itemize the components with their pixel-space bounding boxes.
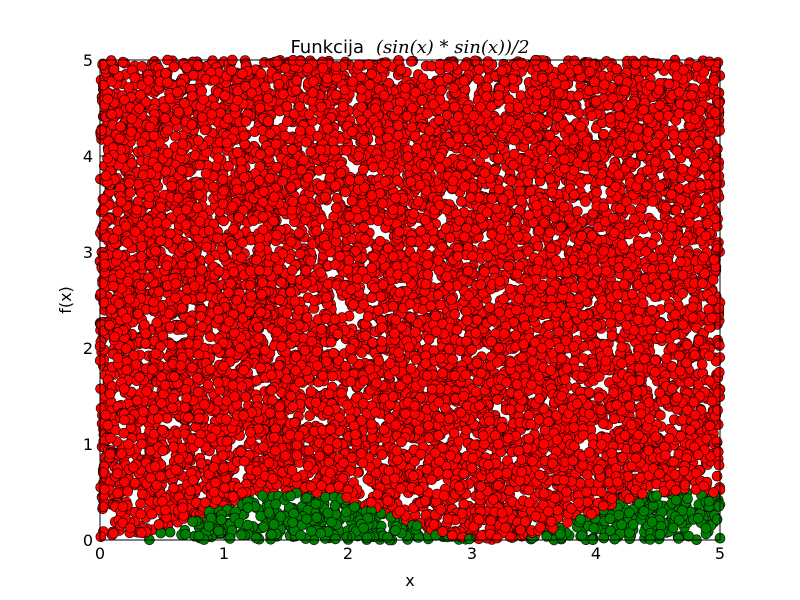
red-point [304,410,316,422]
points-layer [94,54,726,546]
red-point [597,418,609,430]
green-point [673,533,684,544]
red-point [340,186,351,198]
red-point [491,394,503,405]
red-point [456,196,467,207]
plot-area [94,54,726,546]
red-point [224,347,236,359]
red-point [305,386,317,397]
green-point [576,530,588,542]
red-point [458,498,470,510]
